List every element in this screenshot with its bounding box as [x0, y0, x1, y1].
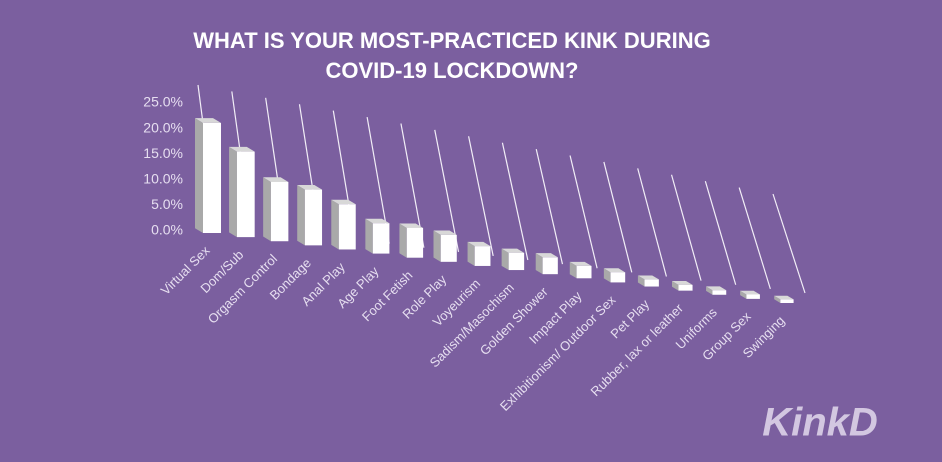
y-tick-label: 25.0%: [143, 94, 183, 110]
bar-top: [706, 286, 727, 291]
bar: [576, 265, 592, 279]
bar-side: [229, 146, 237, 238]
bar-top: [774, 295, 794, 300]
bar-side: [671, 280, 679, 291]
bar-top: [263, 177, 289, 182]
bar: [712, 290, 727, 295]
grid-line: [569, 155, 598, 269]
bar-top: [331, 199, 356, 205]
bar-side: [365, 218, 373, 254]
bar-side: [263, 177, 271, 242]
y-tick-label: 5.0%: [151, 196, 183, 212]
chart-title: WHAT IS YOUR MOST-PRACTICED KINK DURING: [193, 28, 710, 53]
bar: [610, 272, 626, 283]
bar-side: [195, 118, 203, 233]
bar: [236, 151, 255, 238]
bar-top: [603, 268, 626, 273]
bar-top: [569, 261, 592, 266]
bar-top: [297, 184, 323, 190]
bar-side: [774, 295, 781, 303]
bar-side: [637, 275, 645, 287]
bar: [304, 189, 323, 246]
bar: [644, 279, 659, 287]
bar-side: [569, 261, 577, 279]
bar-side: [297, 184, 305, 246]
bar: [406, 227, 424, 258]
bar-top: [740, 290, 760, 295]
grid-line: [603, 161, 633, 273]
grid-line: [434, 129, 460, 252]
bar-top: [433, 230, 457, 235]
bar-side: [331, 199, 339, 250]
bar: [746, 294, 760, 299]
grid-line: [637, 168, 667, 277]
y-tick-label: 20.0%: [143, 119, 183, 135]
y-tick-label: 15.0%: [143, 145, 183, 161]
bar-side: [535, 253, 543, 275]
bar-side: [467, 241, 475, 266]
bar-side: [706, 286, 713, 295]
bar: [474, 246, 491, 266]
grid-line: [738, 187, 771, 290]
bar-top: [195, 118, 221, 123]
y-tick-label: 10.0%: [143, 171, 183, 187]
bar: [780, 299, 794, 303]
bar: [203, 122, 221, 233]
bar-top: [501, 248, 525, 253]
bar-top: [671, 280, 693, 285]
bar-side: [603, 268, 611, 283]
bar-top: [637, 275, 659, 280]
grid-line: [772, 193, 806, 294]
y-tick-label: 0.0%: [151, 222, 183, 238]
bar-side: [501, 248, 509, 271]
grid-line: [468, 136, 494, 257]
grid-line: [501, 142, 529, 261]
bar: [270, 181, 289, 242]
grid-line: [535, 148, 564, 265]
bar: [338, 204, 356, 250]
bar-side: [433, 230, 441, 262]
bar: [678, 284, 693, 291]
bar: [508, 252, 525, 271]
bar: [440, 234, 457, 262]
grid-line: [704, 181, 737, 285]
bar-top: [535, 253, 558, 258]
bar-side: [399, 223, 407, 258]
logo: KinkD: [762, 401, 878, 445]
bar: [542, 257, 558, 275]
bar-top: [229, 146, 255, 152]
bar-side: [740, 290, 747, 299]
bar-top: [467, 241, 491, 247]
chart-title: COVID-19 LOCKDOWN?: [326, 58, 579, 83]
bar-top: [365, 218, 390, 224]
grid-line: [670, 174, 702, 281]
bar-top: [399, 223, 424, 228]
bar: [372, 223, 390, 254]
